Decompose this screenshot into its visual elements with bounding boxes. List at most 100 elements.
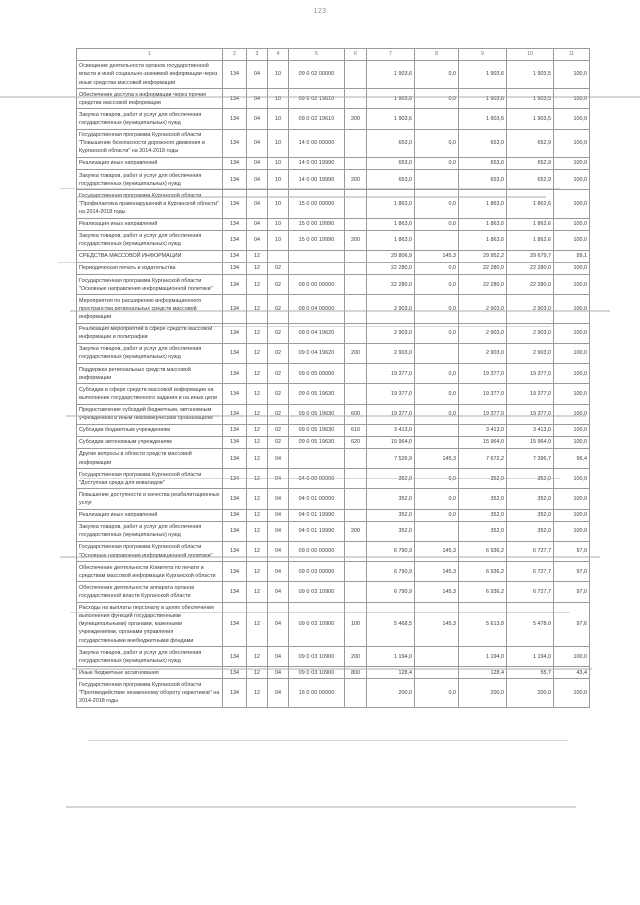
row-plan-total: 29 952,2 [458, 249, 507, 263]
row-plan-total: 22 280,0 [458, 261, 507, 276]
row-target-code: 09 0 04 00000 [288, 294, 345, 324]
row-target-code: 04 0 01 00000 [288, 488, 345, 510]
row-expense-type [344, 383, 367, 405]
row-plan-change: 145,3 [414, 601, 459, 648]
table-row: Иные бюджетные ассигнования 134 12 04 09 0 0… [76, 666, 590, 680]
row-plan-initial: 22 280,0 [366, 261, 415, 276]
row-subsection: 04 [267, 666, 289, 680]
row-plan-change: 0,0 [414, 678, 459, 708]
row-subsection: 10 [267, 189, 289, 219]
table-row: Государственная программа Курганской обл… [76, 468, 590, 490]
row-plan-total: 6 936,2 [458, 581, 507, 603]
table-row: СРЕДСТВА МАССОВОЙ ИНФОРМАЦИИ 134 12 29 806,… [76, 249, 590, 263]
column-header-2: 2 [222, 48, 247, 61]
row-name: Иные бюджетные ассигнования [76, 666, 223, 680]
row-target-code: 15 0 00 19990 [288, 217, 345, 231]
row-expense-type: 200 [344, 342, 367, 365]
row-plan-initial: 3 413,0 [366, 423, 415, 437]
row-name: Обеспечение доступа к информации через п… [76, 88, 223, 110]
row-percent: 97,0 [553, 581, 590, 603]
row-plan-total: 1 194,0 [458, 646, 507, 668]
budget-table-container: 1 2 3 4 5 6 7 8 9 10 11 Освещение деятел… [76, 48, 590, 708]
row-expense-type: 800 [344, 666, 367, 680]
row-chapter: 134 [222, 646, 247, 668]
row-section: 12 [246, 294, 268, 324]
row-plan-initial: 1 863,0 [366, 189, 415, 219]
row-plan-change: 0,0 [414, 88, 459, 110]
row-name: Предоставление субсидий бюджетным, автон… [76, 403, 223, 425]
row-percent: 100,0 [553, 59, 590, 90]
row-subsection: 04 [267, 540, 289, 563]
row-target-code [288, 261, 345, 276]
row-name: Другие вопросы в области средств массово… [76, 447, 223, 470]
table-row: Закупка товаров, работ и услуг для обесп… [76, 520, 590, 542]
row-section: 12 [246, 581, 268, 603]
row-executed: 6 727,7 [506, 540, 554, 563]
table-row: Закупка товаров, работ и услуг для обесп… [76, 646, 590, 668]
row-percent: 97,0 [553, 540, 590, 563]
row-percent: 100,0 [553, 342, 590, 365]
row-expense-type: 620 [344, 435, 367, 449]
row-executed: 1 862,6 [506, 189, 554, 219]
row-executed: 1 903,5 [506, 108, 554, 130]
table-row: Субсидии бюджетным учреждениям 134 12 02 09 … [76, 423, 590, 437]
row-executed: 19 377,0 [506, 383, 554, 405]
row-plan-total: 22 280,0 [458, 274, 507, 296]
row-percent: 100,0 [553, 488, 590, 510]
row-plan-total: 19 377,0 [458, 403, 507, 425]
row-expense-type [344, 274, 367, 296]
row-plan-initial: 352,0 [366, 508, 415, 522]
row-percent: 100,0 [553, 274, 590, 296]
column-header-7: 7 [366, 48, 415, 61]
row-percent: 100,0 [553, 435, 590, 449]
column-header-9: 9 [458, 48, 507, 61]
row-executed: 1 903,5 [506, 59, 554, 90]
row-executed: 352,0 [506, 508, 554, 522]
row-executed: 1 903,5 [506, 88, 554, 110]
row-target-code: 15 0 00 19990 [288, 229, 345, 251]
row-plan-change: 145,3 [414, 249, 459, 263]
row-chapter: 134 [222, 59, 247, 90]
row-plan-total: 352,0 [458, 468, 507, 490]
table-row: Периодическая печать и издательства 134 12… [76, 261, 590, 276]
row-chapter: 134 [222, 342, 247, 365]
row-plan-initial: 5 468,5 [366, 601, 415, 648]
table-header: 1 2 3 4 5 6 7 8 9 10 11 [76, 48, 590, 61]
row-expense-type [344, 88, 367, 110]
row-percent: 100,0 [553, 678, 590, 708]
table-row: Реализация иных направлений 134 12 04 04 0 0… [76, 508, 590, 522]
row-plan-change [414, 229, 459, 251]
row-subsection: 04 [267, 646, 289, 668]
table-body: Освещение деятельности органов государст… [76, 59, 590, 708]
row-plan-change: 0,0 [414, 189, 459, 219]
row-plan-total: 1 863,0 [458, 189, 507, 219]
row-percent: 100,0 [553, 108, 590, 130]
row-expense-type [344, 261, 367, 276]
row-name: Субсидии в сфере средств массовой информ… [76, 383, 223, 405]
row-executed: 1 862,6 [506, 229, 554, 251]
row-chapter: 134 [222, 678, 247, 708]
row-percent: 96,4 [553, 447, 590, 470]
row-subsection: 02 [267, 423, 289, 437]
row-section: 12 [246, 520, 268, 542]
row-name: Государственная программа Курганской обл… [76, 468, 223, 490]
row-subsection: 04 [267, 601, 289, 648]
scan-artifact [66, 806, 576, 808]
row-target-code: 09 0 03 00000 [288, 561, 345, 583]
row-target-code: 09 0 05 00000 [288, 363, 345, 385]
scan-artifact [88, 740, 568, 741]
row-name: Закупка товаров, работ и услуг для обесп… [76, 229, 223, 251]
row-plan-change: 0,0 [414, 128, 459, 158]
row-target-code: 09 0 03 10900 [288, 646, 345, 668]
row-section: 12 [246, 447, 268, 470]
table-row: Государственная программа Курганской обл… [76, 678, 590, 708]
row-chapter: 134 [222, 508, 247, 522]
row-section: 12 [246, 601, 268, 648]
row-executed: 1 862,6 [506, 217, 554, 231]
column-header-6: 6 [344, 48, 367, 61]
row-chapter: 134 [222, 261, 247, 276]
row-target-code: 14 0 00 00000 [288, 128, 345, 158]
row-section: 04 [246, 189, 268, 219]
row-name: Закупка товаров, работ и услуг для обесп… [76, 168, 223, 191]
row-plan-change: 0,0 [414, 488, 459, 510]
